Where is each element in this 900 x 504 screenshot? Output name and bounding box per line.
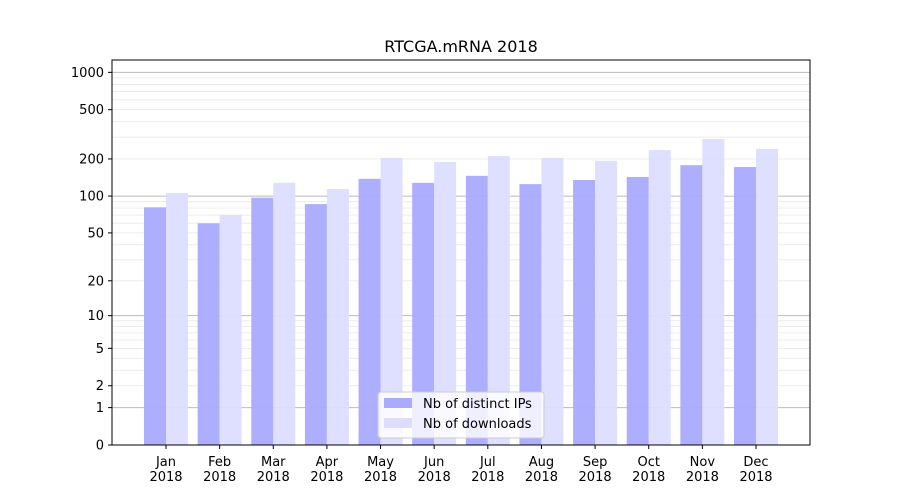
bar-downloads <box>648 150 671 445</box>
bar-ips <box>304 204 327 445</box>
legend-swatch <box>384 418 412 428</box>
y-tick-label: 200 <box>79 152 104 167</box>
legend-label: Nb of distinct IPs <box>423 397 532 412</box>
bar-downloads <box>756 148 778 446</box>
y-tick-label: 0 <box>96 439 104 454</box>
legend-swatch <box>384 398 412 408</box>
x-tick-label: 2018 <box>257 470 290 485</box>
bar-ips <box>519 184 542 445</box>
x-tick-label: Jun <box>423 455 444 470</box>
bar-ips <box>680 165 703 445</box>
y-tick-label: 2 <box>96 379 104 394</box>
legend-label: Nb of downloads <box>423 417 532 432</box>
y-tick-label: 5 <box>96 342 104 357</box>
x-tick-label: 2018 <box>149 470 182 485</box>
x-tick-label: 2018 <box>686 470 719 485</box>
y-tick-label: 50 <box>87 226 104 241</box>
x-tick-label: 2018 <box>310 470 343 485</box>
x-tick-label: 2018 <box>632 470 665 485</box>
bar-ips <box>144 207 166 445</box>
x-tick-label: Mar <box>261 455 286 470</box>
x-tick-label: Jan <box>155 455 176 470</box>
bar-downloads <box>273 182 296 446</box>
bar-ips <box>358 178 381 445</box>
y-tick-label: 1000 <box>71 66 104 81</box>
x-tick-label: Nov <box>690 455 716 470</box>
x-tick-label: Oct <box>637 455 659 470</box>
bar-downloads <box>702 138 725 445</box>
legend-box <box>377 391 545 439</box>
x-tick-label: 2018 <box>203 470 236 485</box>
y-tick-label: 500 <box>79 103 104 118</box>
bar-downloads <box>487 156 510 445</box>
bar-ips <box>734 167 756 445</box>
x-tick-label: 2018 <box>525 470 558 485</box>
x-tick-label: 2018 <box>579 470 612 485</box>
bar-downloads <box>595 160 618 445</box>
x-tick-label: 2018 <box>364 470 397 485</box>
x-tick-label: 2018 <box>739 470 772 485</box>
bar-downloads <box>219 215 242 445</box>
x-tick-label: Sep <box>583 455 608 470</box>
x-tick-label: Dec <box>743 455 768 470</box>
bar-ips <box>197 223 220 445</box>
x-tick-label: Aug <box>529 455 554 470</box>
bar-ips <box>465 175 488 445</box>
x-tick-label: May <box>367 455 394 470</box>
y-tick-label: 1 <box>96 401 104 416</box>
bar-ips <box>573 180 596 445</box>
bar-ips <box>626 176 649 445</box>
chart-title: RTCGA.mRNA 2018 <box>384 37 538 56</box>
bar-downloads <box>166 192 188 445</box>
x-tick-label: Apr <box>316 455 339 470</box>
y-tick-label: 10 <box>87 309 104 324</box>
bar-ips <box>412 182 435 446</box>
x-tick-label: Jul <box>479 455 496 470</box>
bar-downloads <box>434 161 457 445</box>
x-tick-label: 2018 <box>418 470 451 485</box>
bar-ips <box>251 197 274 445</box>
bar-downloads <box>541 157 564 445</box>
x-tick-label: 2018 <box>471 470 504 485</box>
x-tick-label: Feb <box>208 455 231 470</box>
y-tick-label: 20 <box>87 274 104 289</box>
axes-frame <box>111 59 811 446</box>
bar-downloads <box>380 157 403 445</box>
y-tick-label: 100 <box>79 190 104 205</box>
bar-downloads <box>326 189 349 445</box>
